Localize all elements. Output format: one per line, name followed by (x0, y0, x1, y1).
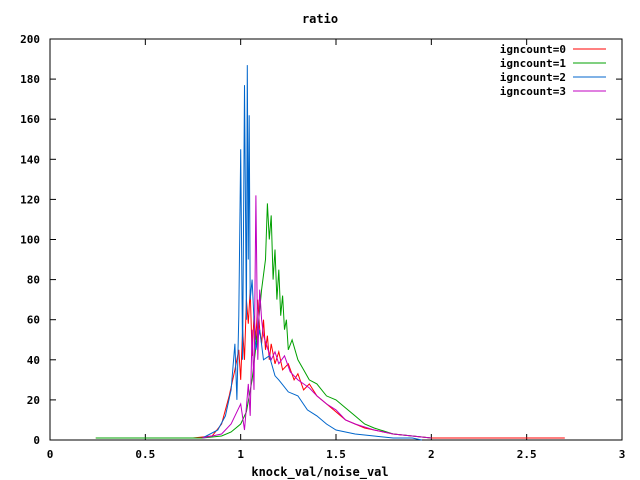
y-tick-label: 80 (27, 274, 40, 287)
series-line-3 (202, 195, 432, 439)
legend-label-1: igncount=1 (500, 57, 567, 70)
x-tick-label: 3 (619, 448, 626, 461)
legend-label-3: igncount=3 (500, 85, 566, 98)
y-tick-label: 160 (20, 113, 40, 126)
y-tick-label: 60 (27, 314, 40, 327)
y-tick-label: 180 (20, 73, 40, 86)
y-tick-label: 0 (33, 434, 40, 447)
plot-frame (49, 38, 623, 441)
x-axis-label: knock_val/noise_val (251, 465, 389, 479)
y-tick-label: 120 (20, 193, 40, 206)
legend-label-2: igncount=2 (500, 71, 566, 84)
y-tick-label: 100 (20, 234, 40, 247)
x-tick-label: 2.5 (517, 448, 537, 461)
series-line-2 (202, 65, 422, 441)
y-tick-label: 200 (20, 33, 40, 46)
x-tick-label: 0 (47, 448, 54, 461)
y-ticks: 0 20 40 60 80 100 120 140 160 180 200 (20, 33, 622, 447)
x-tick-label: 0.5 (135, 448, 155, 461)
y-tick-label: 20 (27, 394, 40, 407)
x-tick-label: 1 (237, 448, 244, 461)
y-tick-label: 40 (27, 354, 40, 367)
series-lines (95, 65, 565, 441)
y-tick-label: 140 (20, 153, 40, 166)
x-tick-label: 1.5 (326, 448, 346, 461)
x-ticks: 0 0.5 1 1.5 2 2.5 3 (47, 39, 626, 461)
series-line-0 (95, 289, 565, 439)
chart-title: ratio (301, 12, 339, 26)
legend-label-0: igncount=0 (500, 43, 566, 56)
x-tick-label: 2 (428, 448, 435, 461)
